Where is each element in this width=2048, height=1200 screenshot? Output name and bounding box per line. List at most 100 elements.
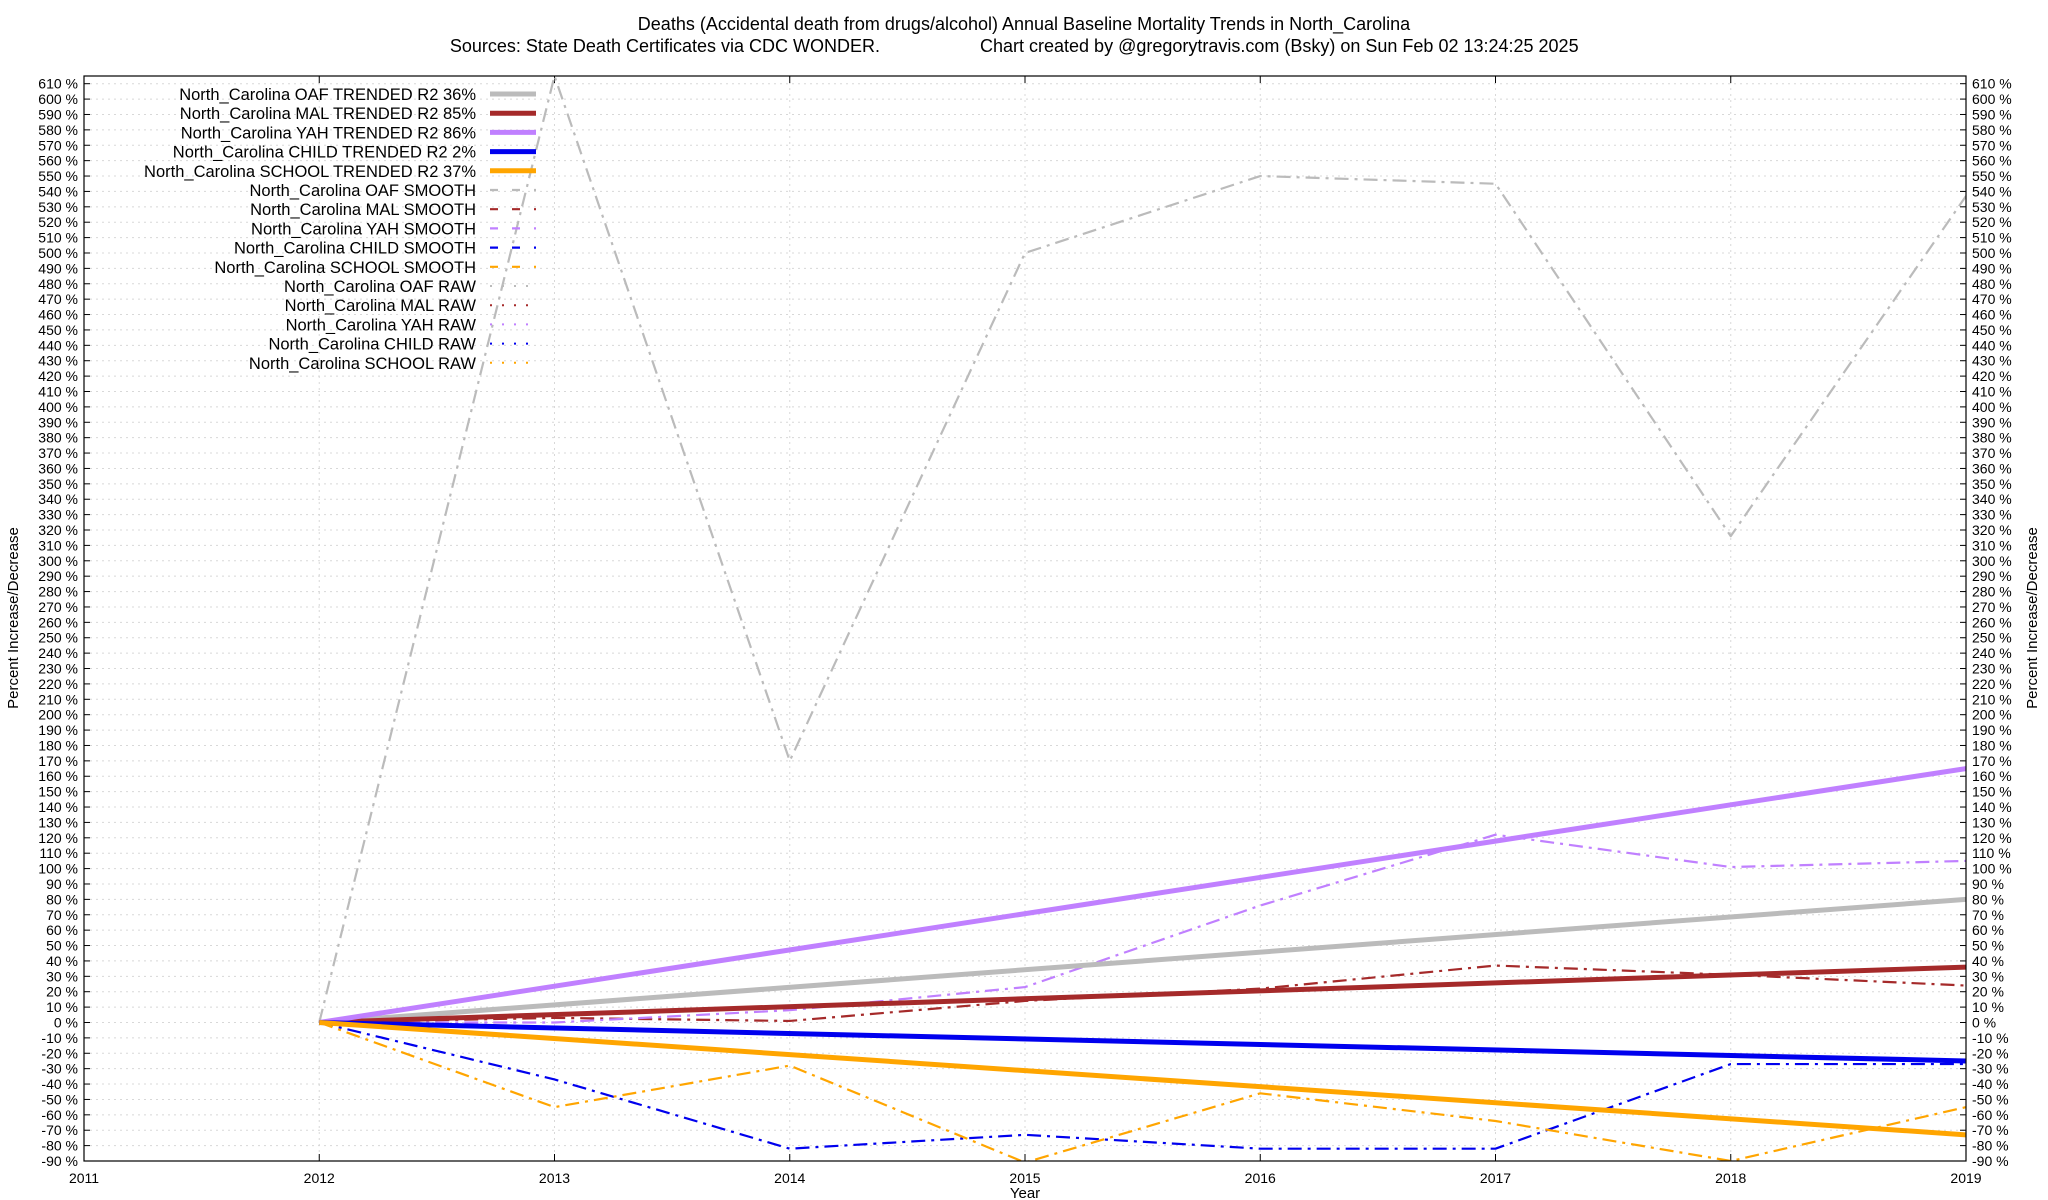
y-tick-label: 500 % xyxy=(38,245,78,261)
y-tick-label-right: -90 % xyxy=(1972,1153,2009,1169)
y-tick-label-right: 270 % xyxy=(1972,599,2012,615)
series-line-trend xyxy=(318,766,1966,1025)
y-tick-label-right: 200 % xyxy=(1972,707,2012,723)
y-tick-label-right: 220 % xyxy=(1972,676,2012,692)
y-tick-label: -40 % xyxy=(41,1076,78,1092)
y-tick-label-right: -50 % xyxy=(1972,1091,2009,1107)
y-axis-label-left: Percent Increase/Decrease xyxy=(5,527,22,709)
y-tick-label-right: -10 % xyxy=(1972,1030,2009,1046)
y-tick-label: -90 % xyxy=(41,1153,78,1169)
y-axis-label-right: Percent Increase/Decrease xyxy=(2024,527,2041,709)
chart-subtitle-left: Sources: State Death Certificates via CD… xyxy=(450,36,880,56)
y-tick-label: 0 % xyxy=(54,1014,78,1030)
y-tick-label: 440 % xyxy=(38,337,78,353)
y-tick-label-right: 300 % xyxy=(1972,553,2012,569)
y-tick-label: 320 % xyxy=(38,522,78,538)
y-tick-label: -50 % xyxy=(41,1091,78,1107)
y-tick-label-right: 330 % xyxy=(1972,507,2012,523)
x-tick-label: 2013 xyxy=(539,1170,570,1186)
plot-frame xyxy=(83,75,1967,1162)
legend-label: North_Carolina YAH SMOOTH xyxy=(251,220,476,238)
y-tick-label: 60 % xyxy=(46,922,78,938)
y-tick-label-right: 170 % xyxy=(1972,753,2012,769)
y-tick-label-right: 350 % xyxy=(1972,476,2012,492)
y-tick-label-right: 470 % xyxy=(1972,291,2012,307)
y-tick-label-right: 10 % xyxy=(1972,999,2004,1015)
y-tick-label-right: 90 % xyxy=(1972,876,2004,892)
y-tick-label: 290 % xyxy=(38,568,78,584)
series-line-smooth xyxy=(318,1021,1966,1161)
y-tick-label-right: 150 % xyxy=(1972,784,2012,800)
y-tick-label: 350 % xyxy=(38,476,78,492)
y-tick-label: 30 % xyxy=(46,968,78,984)
y-tick-label-right: 600 % xyxy=(1972,91,2012,107)
y-tick-label-right: 460 % xyxy=(1972,307,2012,323)
y-tick-label-right: 380 % xyxy=(1972,430,2012,446)
y-tick-label: -60 % xyxy=(41,1107,78,1123)
y-tick-label-right: 370 % xyxy=(1972,445,2012,461)
y-tick-label-right: 160 % xyxy=(1972,768,2012,784)
y-tick-label-right: 440 % xyxy=(1972,337,2012,353)
x-tick-label: 2014 xyxy=(774,1170,805,1186)
y-tick-label: -20 % xyxy=(41,1045,78,1061)
y-tick-label-right: 120 % xyxy=(1972,830,2012,846)
y-tick-label: 130 % xyxy=(38,814,78,830)
y-tick-label-right: 40 % xyxy=(1972,953,2004,969)
x-tick-label: 2019 xyxy=(1950,1170,1981,1186)
y-tick-label-right: 420 % xyxy=(1972,368,2012,384)
legend-label: North_Carolina MAL RAW xyxy=(285,297,477,315)
y-tick-label-right: -20 % xyxy=(1972,1045,2009,1061)
y-tick-label: 530 % xyxy=(38,199,78,215)
legend-label: North_Carolina OAF TRENDED R2 36% xyxy=(179,86,476,104)
y-tick-label: 100 % xyxy=(38,861,78,877)
legend-label: North_Carolina MAL TRENDED R2 85% xyxy=(180,105,477,123)
y-tick-label: 400 % xyxy=(38,399,78,415)
y-tick-label: 520 % xyxy=(38,214,78,230)
series-line-smooth xyxy=(319,833,1966,1024)
series-line-trend xyxy=(319,896,1966,1025)
y-tick-label: 580 % xyxy=(38,122,78,138)
plot-series xyxy=(318,76,1966,1161)
y-tick-label-right: 320 % xyxy=(1972,522,2012,538)
y-tick-label: 360 % xyxy=(38,460,78,476)
y-tick-label-right: 400 % xyxy=(1972,399,2012,415)
y-tick-label: 450 % xyxy=(38,322,78,338)
y-tick-label: 510 % xyxy=(38,230,78,246)
y-tick-label-right: 70 % xyxy=(1972,907,2004,923)
y-tick-label: 260 % xyxy=(38,614,78,630)
y-tick-label-right: 480 % xyxy=(1972,276,2012,292)
legend-label: North_Carolina CHILD SMOOTH xyxy=(234,240,476,258)
y-tick-label: 240 % xyxy=(38,645,78,661)
y-tick-label-right: 50 % xyxy=(1972,938,2004,954)
y-tick-label: 250 % xyxy=(38,630,78,646)
y-tick-label: 70 % xyxy=(46,907,78,923)
y-tick-label-right: 210 % xyxy=(1972,691,2012,707)
y-tick-label-right: 20 % xyxy=(1972,984,2004,1000)
y-tick-label-right: 610 % xyxy=(1972,76,2012,92)
y-tick-label: 380 % xyxy=(38,430,78,446)
y-tick-label-right: 580 % xyxy=(1972,122,2012,138)
x-tick-label: 2011 xyxy=(69,1170,99,1186)
x-tick-label: 2016 xyxy=(1245,1170,1276,1186)
y-tick-label-right: -70 % xyxy=(1972,1122,2009,1138)
y-tick-label-right: 360 % xyxy=(1972,460,2012,476)
legend-label: North_Carolina SCHOOL RAW xyxy=(249,355,477,373)
y-tick-label: 490 % xyxy=(38,260,78,276)
y-tick-label: 300 % xyxy=(38,553,78,569)
chart-title: Deaths (Accidental death from drugs/alco… xyxy=(638,14,1411,35)
y-tick-label: 220 % xyxy=(38,676,78,692)
y-tick-label-right: -40 % xyxy=(1972,1076,2009,1092)
y-tick-label-right: 190 % xyxy=(1972,722,2012,738)
y-tick-label-right: 140 % xyxy=(1972,799,2012,815)
y-tick-label: -30 % xyxy=(41,1061,78,1077)
y-tick-label-right: 510 % xyxy=(1972,230,2012,246)
y-tick-label: 170 % xyxy=(38,753,78,769)
y-tick-label-right: 560 % xyxy=(1972,153,2012,169)
y-tick-label: 600 % xyxy=(38,91,78,107)
y-tick-label-right: 530 % xyxy=(1972,199,2012,215)
series-line-trend xyxy=(319,1019,1966,1138)
y-tick-label: 40 % xyxy=(46,953,78,969)
y-tick-label-right: 310 % xyxy=(1972,537,2012,553)
y-tick-label-right: 180 % xyxy=(1972,737,2012,753)
